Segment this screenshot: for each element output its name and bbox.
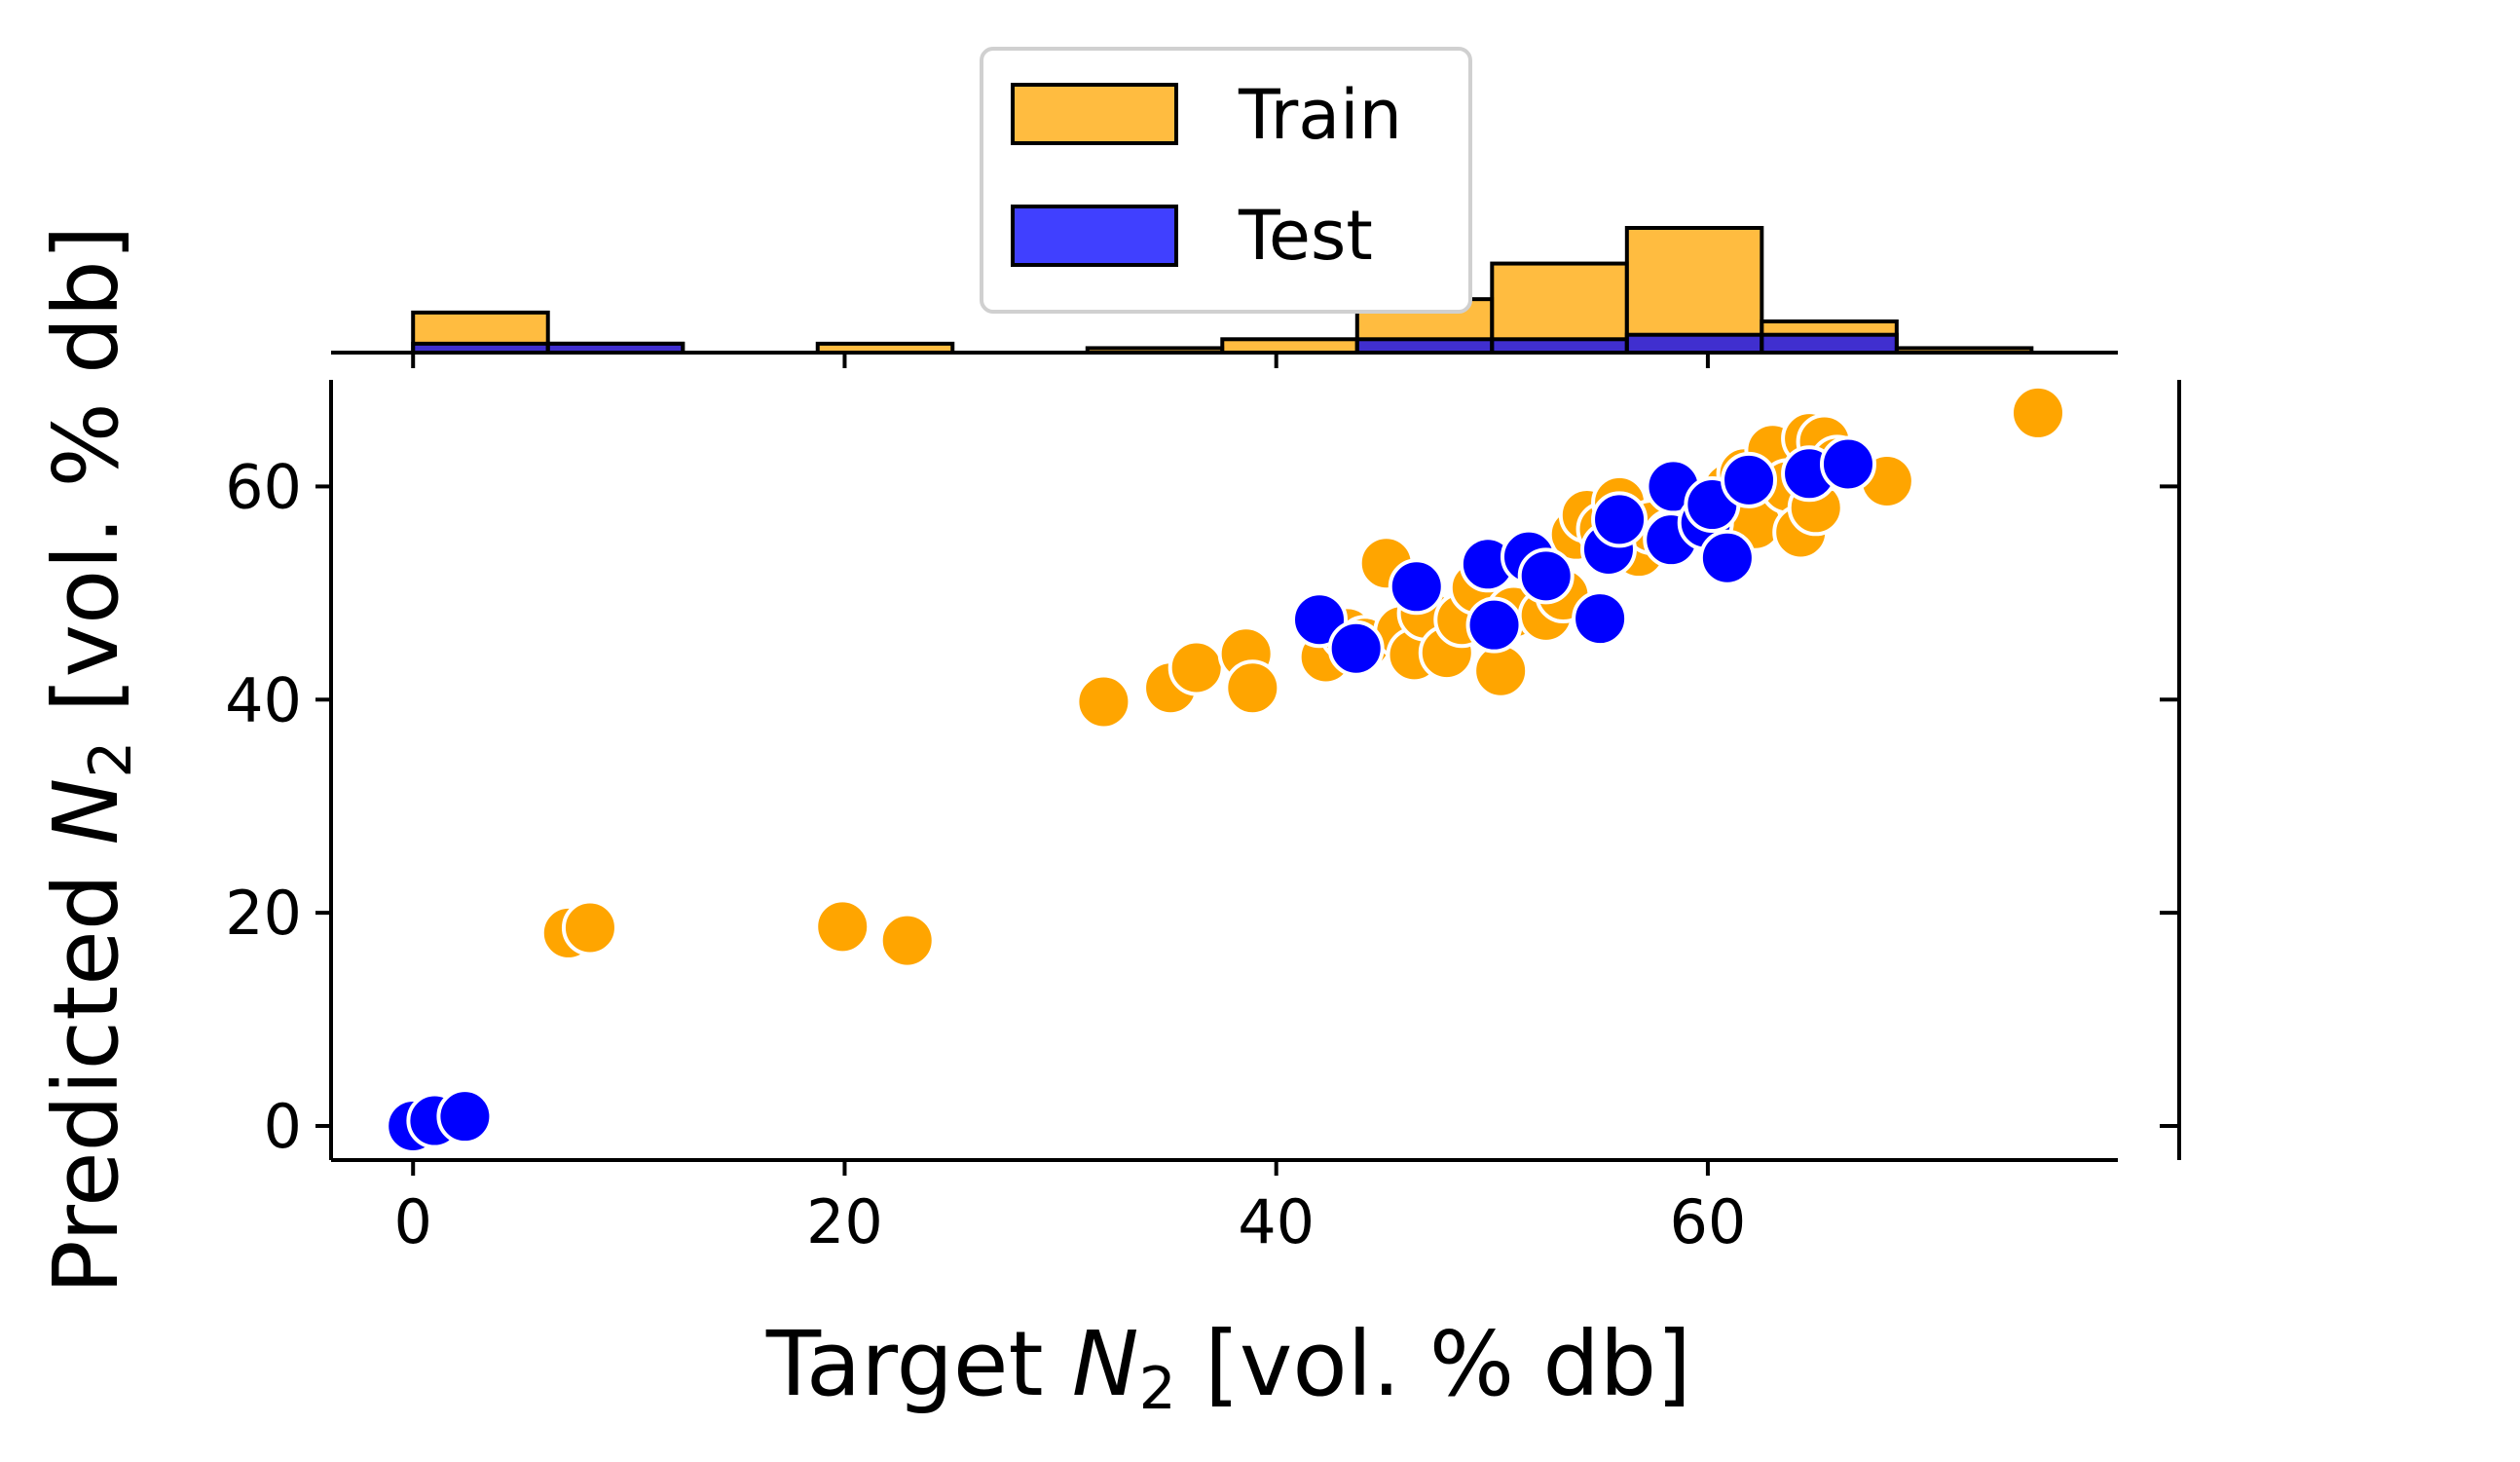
x-tick-label: 20: [806, 1186, 883, 1257]
point-train: [2010, 384, 2067, 441]
point-test: [1572, 590, 1629, 648]
legend-label-test: Test: [1238, 196, 1373, 276]
point-test: [1517, 547, 1575, 605]
histogram-bar-train: [1220, 337, 1359, 355]
point-test: [1465, 596, 1523, 654]
point-train: [1224, 659, 1281, 717]
point-train: [814, 898, 871, 956]
axis-ticks: 0 20 40 60 0 20 40 60: [225, 353, 1746, 1257]
x-tick-label: 60: [1669, 1186, 1746, 1257]
y-tick-label: 0: [264, 1091, 302, 1162]
right-marginal-ticks: [2160, 484, 2179, 1128]
y-tick-label: 20: [225, 878, 302, 949]
point-train: [878, 912, 936, 969]
x-tick-label: 0: [393, 1186, 431, 1257]
scatter-axes: [329, 380, 2118, 1162]
histogram-bar-test: [1760, 332, 1899, 356]
series-test: [385, 435, 1876, 1154]
histogram-bar-test: [1624, 332, 1764, 356]
point-test: [1291, 591, 1349, 649]
point-test: [1327, 619, 1385, 677]
legend-label-train: Train: [1238, 75, 1402, 155]
legend-swatch-test: [1011, 205, 1178, 267]
legend: Train Test: [980, 47, 1472, 314]
legend-swatch-train: [1011, 83, 1178, 145]
x-tick-label: 40: [1238, 1186, 1315, 1257]
point-train: [561, 899, 618, 956]
point-test: [1721, 451, 1778, 508]
point-test: [1591, 491, 1649, 548]
point-test: [1388, 558, 1445, 616]
histogram-bar-train: [1624, 226, 1764, 355]
point-test: [436, 1088, 494, 1145]
y-tick-label: 60: [225, 451, 302, 522]
point-train: [1167, 639, 1225, 696]
scatter-points: [385, 384, 2067, 1154]
y-tick-label: 40: [225, 664, 302, 735]
histogram-bar-test: [1354, 337, 1495, 355]
x-axis-label: Target N2 [vol. % db]: [765, 1312, 1691, 1423]
y-axis-label: Predicted N2 [vol. % db]: [34, 225, 145, 1293]
histogram-bar-test: [1490, 337, 1629, 355]
point-test: [1698, 529, 1756, 586]
point-test: [1819, 435, 1876, 493]
point-train: [1075, 673, 1132, 731]
